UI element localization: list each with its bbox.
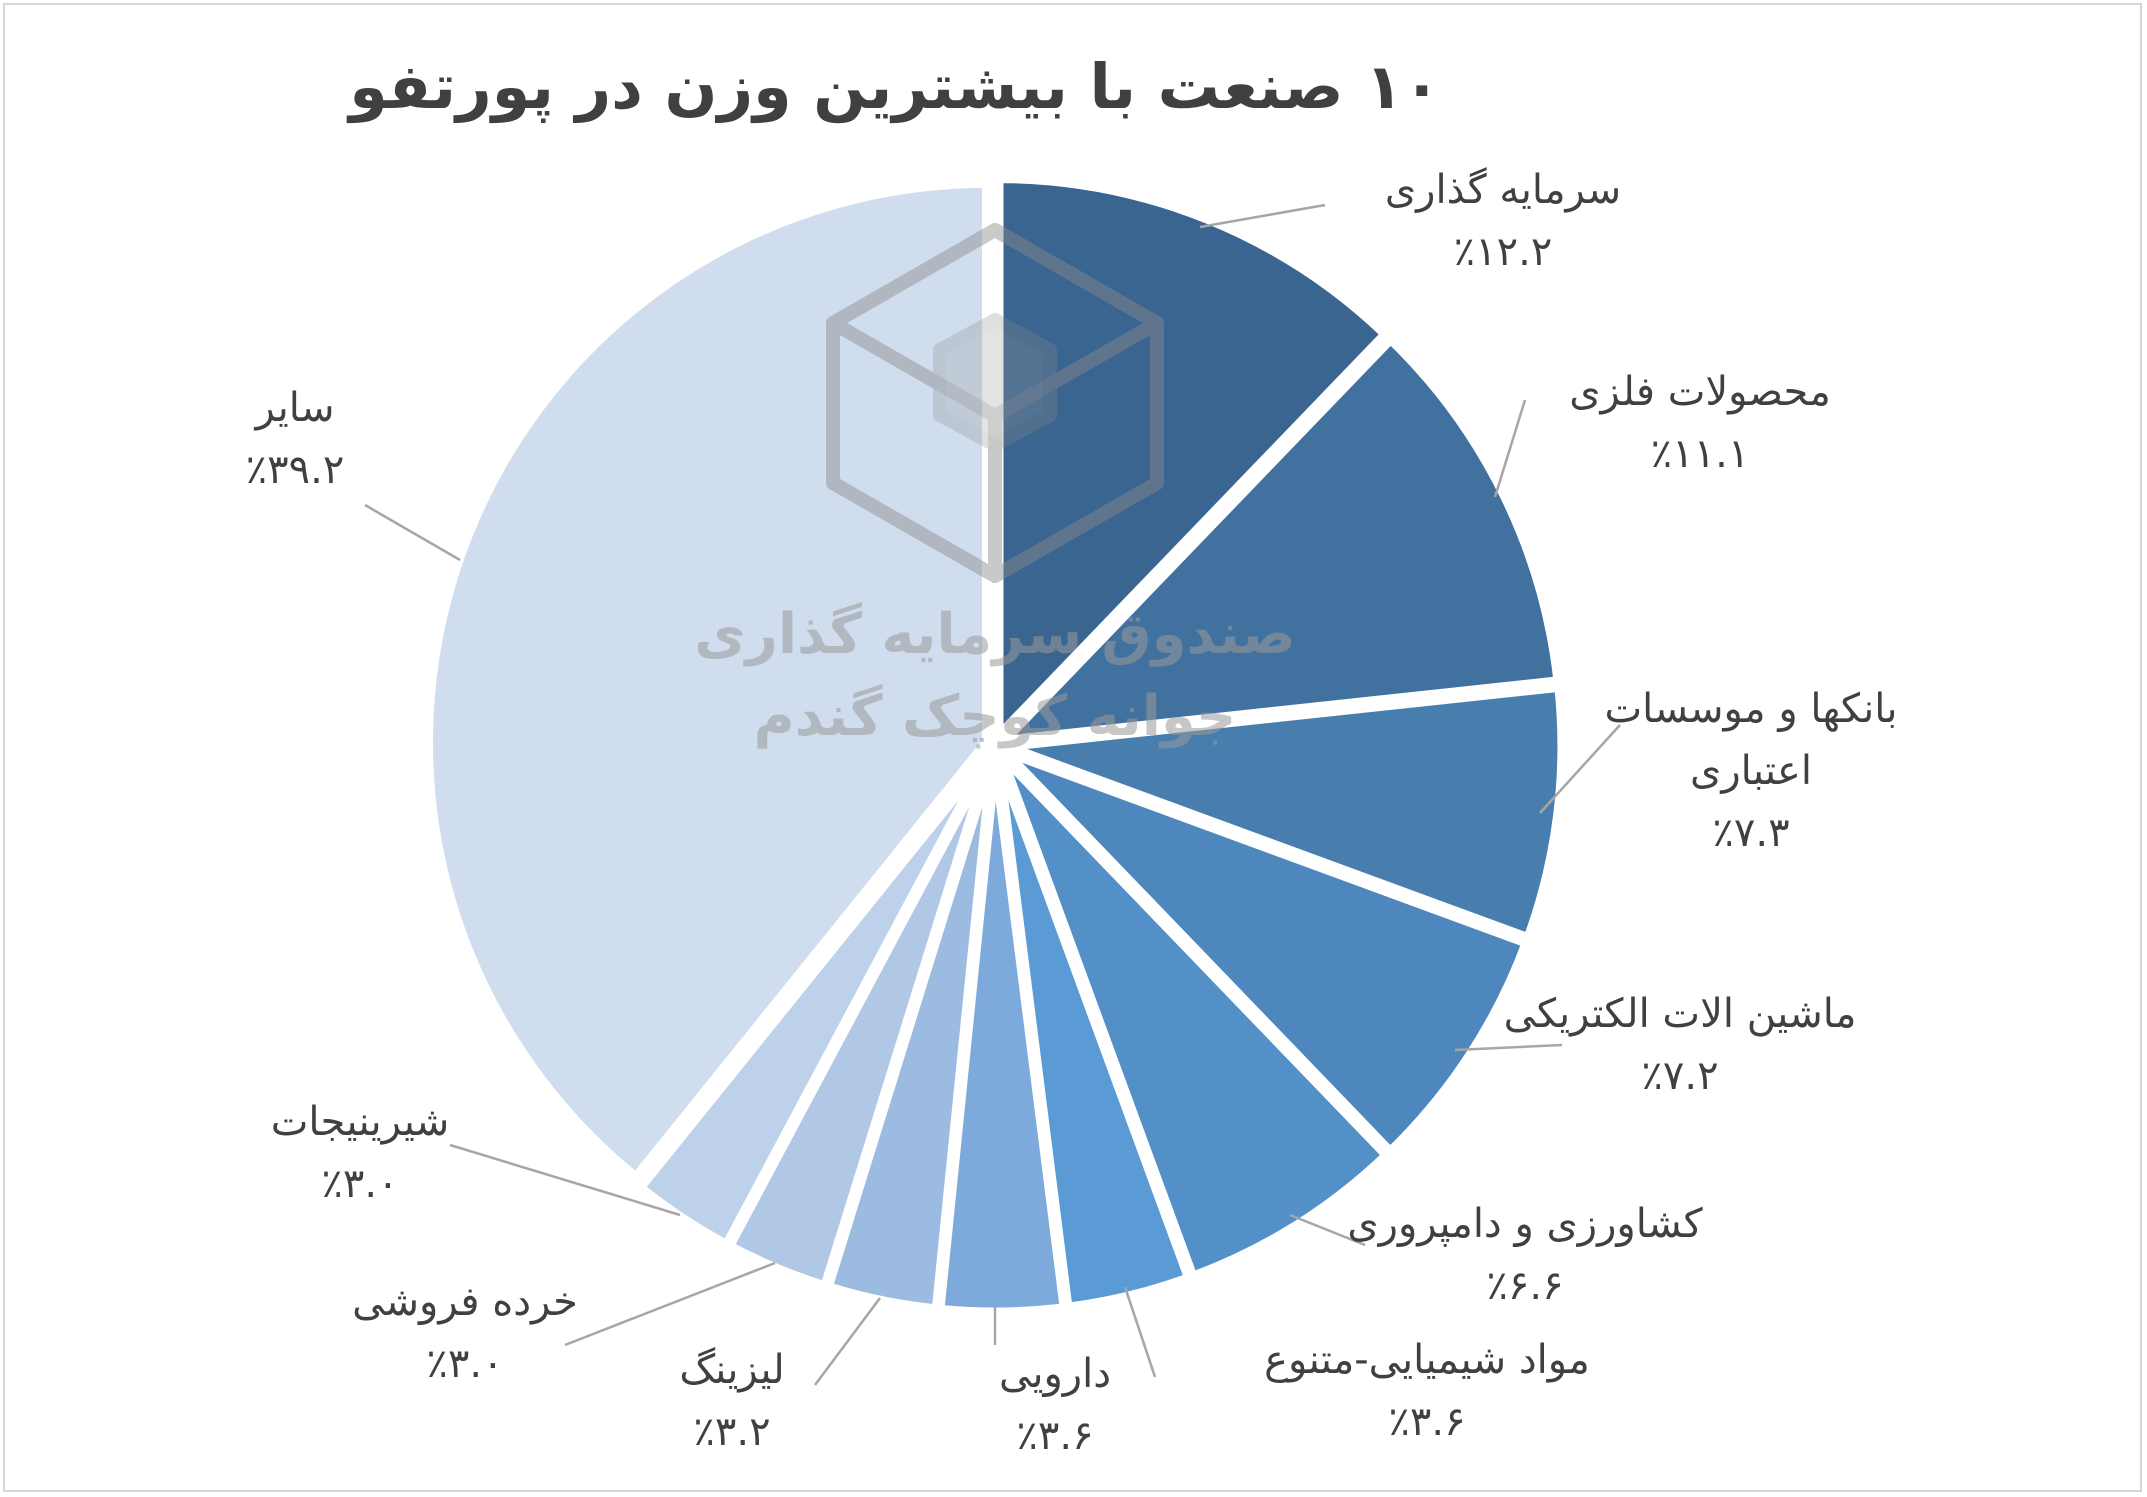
data-labels: سرمایه گذاری ٪۱۲.۲ محصولات فلزی ٪۱۱.۱ بانکها… — [246, 167, 1898, 1459]
leader-line — [449, 1143, 681, 1217]
watermark-line1: صندوق سرمایه گذاری — [694, 602, 1295, 667]
pie-slice — [633, 746, 997, 1252]
slice-value-label: ٪۱۲.۲ — [1454, 229, 1553, 275]
slice-value-label: ٪۳.۰ — [321, 1161, 398, 1207]
pie-slice — [996, 743, 1533, 1159]
slice-value-label: ٪۱۱.۱ — [1651, 431, 1750, 477]
slice-value-label: ٪۳.۲ — [693, 1409, 770, 1455]
leader-line — [1123, 1286, 1157, 1378]
slice-label: ماشین الات الکتریکی — [1504, 991, 1857, 1037]
leader-line — [564, 1261, 776, 1347]
slice-label: بانکها و موسسات — [1604, 686, 1897, 732]
slice-value-label: ٪۶.۶ — [1486, 1263, 1563, 1309]
leader-line — [1289, 1213, 1366, 1247]
pie-slice — [997, 680, 1569, 945]
slice-value-label: ٪۳.۶ — [1388, 1399, 1465, 1445]
leader-lines — [364, 203, 1621, 1386]
slice-label: سایر — [254, 385, 335, 431]
slice-value-label: ٪۳.۰ — [426, 1341, 503, 1387]
chart-frame: ۱۰ صنعت با بیشترین وزن در پورتفو صندوق س… — [3, 3, 2142, 1492]
pie-slice — [992, 172, 1392, 744]
leader-line — [1493, 399, 1527, 498]
slice-label: محصولات فلزی — [1569, 369, 1831, 415]
slice-label: اعتباری — [1690, 748, 1812, 794]
leader-line — [1199, 203, 1326, 229]
chart-title: ۱۰ صنعت با بیشترین وزن در پورتفو — [346, 50, 1441, 123]
pie-slice — [421, 176, 993, 1184]
pie-chart: ۱۰ صنعت با بیشترین وزن در پورتفو صندوق س… — [246, 50, 1898, 1459]
watermark-line2: جوانه کوچک گندم — [754, 684, 1237, 749]
slice-label: دارویی — [999, 1351, 1111, 1397]
watermark: صندوق سرمایه گذاری جوانه کوچک گندم — [694, 223, 1296, 749]
slice-label: لیزینگ — [679, 1347, 784, 1393]
slice-label: خرده فروشی — [352, 1279, 578, 1325]
slice-label: شیرینیجات — [271, 1099, 450, 1145]
leader-line — [1539, 724, 1621, 814]
slice-value-label: ٪۷.۲ — [1641, 1053, 1718, 1099]
pie-slice — [996, 332, 1565, 747]
pie-slice — [993, 746, 1394, 1283]
slice-value-label: ٪۷.۳ — [1712, 810, 1789, 856]
slice-label: سرمایه گذاری — [1385, 167, 1621, 213]
slice-label: مواد شیمیایی-متنوع — [1264, 1337, 1590, 1383]
leader-line — [1454, 1043, 1563, 1052]
slice-value-label: ٪۳.۶ — [1016, 1413, 1093, 1459]
watermark-logo-icon — [826, 223, 1164, 583]
slice-value-label: ٪۳۹.۲ — [246, 447, 345, 493]
leader-line — [813, 1297, 882, 1386]
leader-line — [364, 503, 461, 562]
slice-label: کشاورزی و دامپروری — [1347, 1201, 1703, 1247]
